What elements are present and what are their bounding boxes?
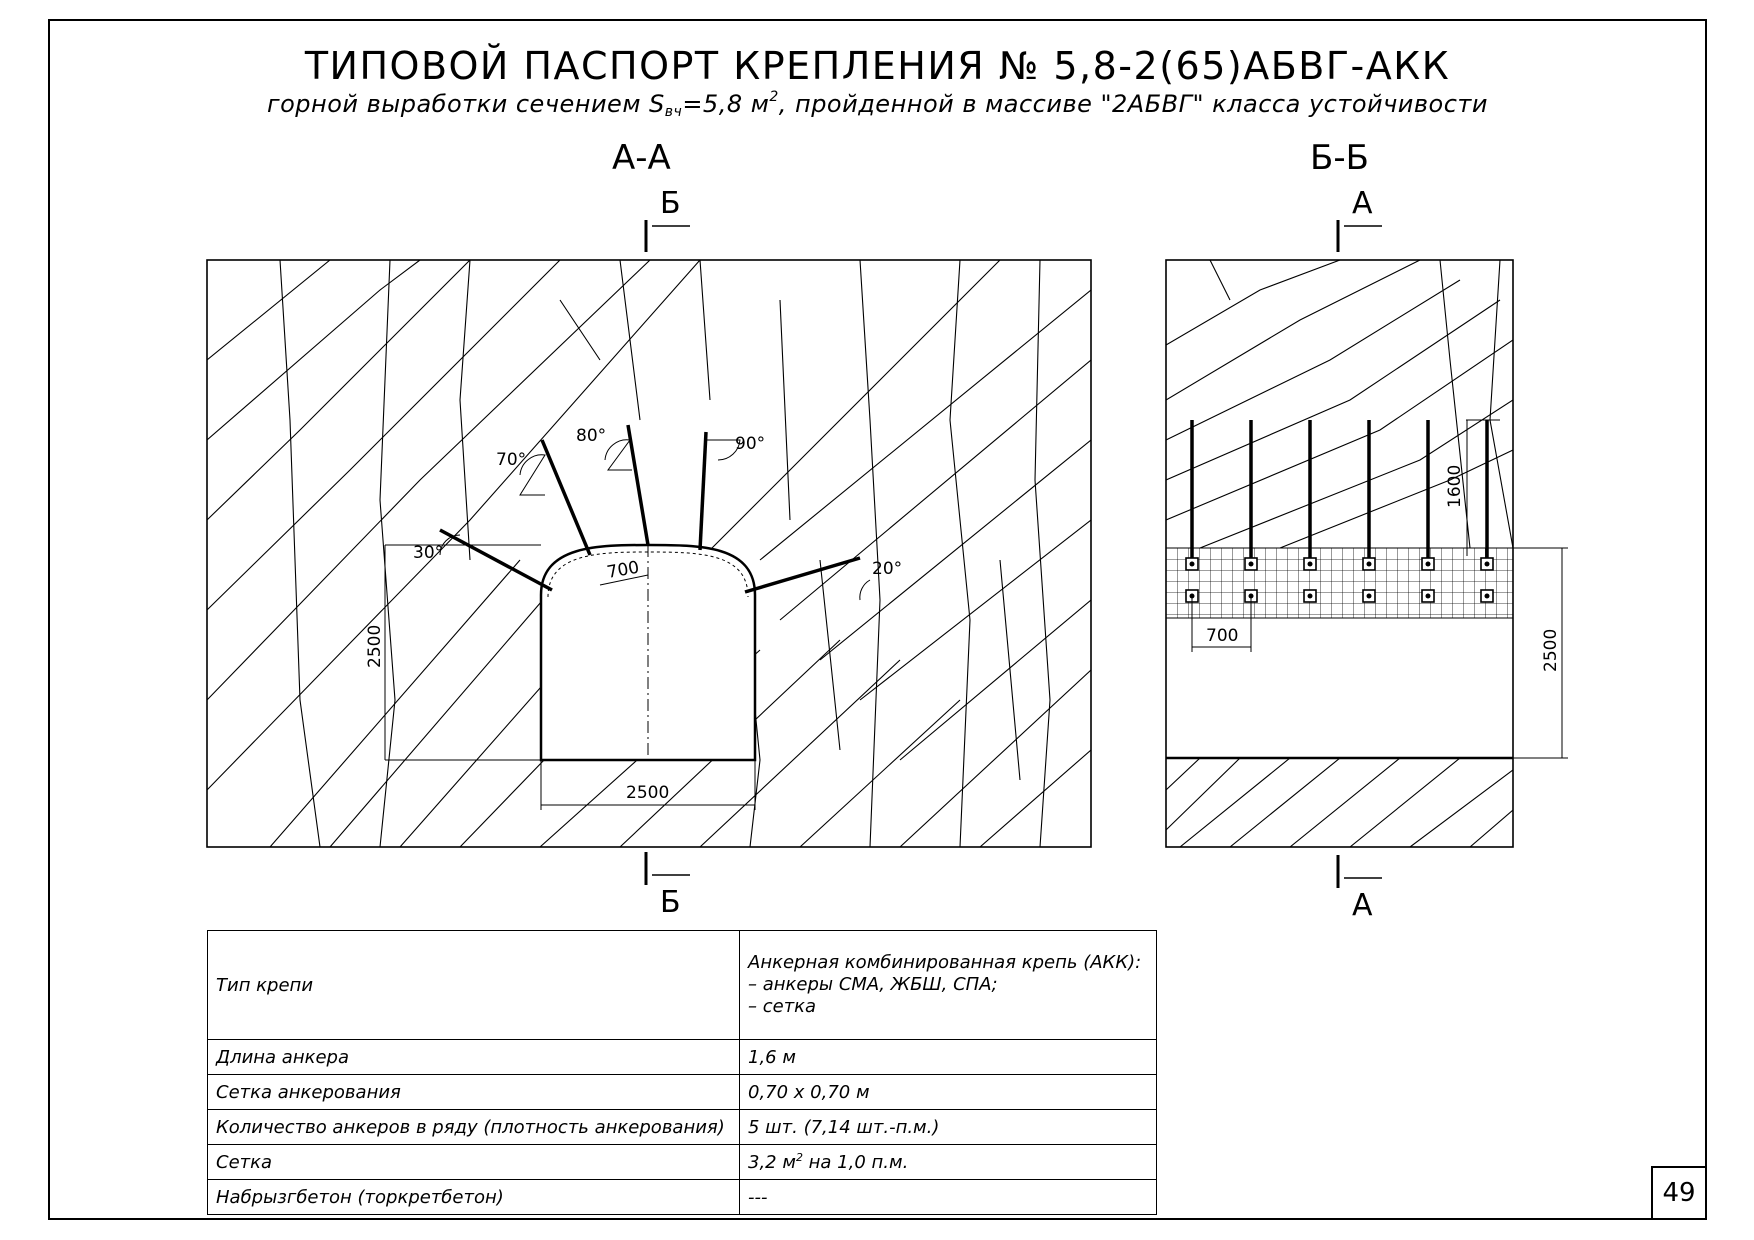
anchor-head: [1484, 561, 1490, 567]
anchor-head: [1189, 561, 1195, 567]
table-row: Тип крепи Анкерная комбинированная крепь…: [207, 930, 1157, 1040]
cut-label-a-top: А: [1352, 186, 1373, 221]
cut-label-a-bottom: А: [1352, 888, 1373, 923]
anchor-head: [1307, 561, 1313, 567]
page-number: 49: [1651, 1166, 1707, 1220]
rock-hatching-bb-bottom: [1166, 758, 1513, 847]
dim-label-2500-bb: 2500: [1541, 629, 1561, 672]
mesh-layer: [1165, 547, 1514, 619]
angle-label-70: 70°: [496, 450, 526, 470]
dim-2500-horizontal-aa: [540, 760, 756, 810]
page-title: ТИПОВОЙ ПАСПОРТ КРЕПЛЕНИЯ № 5,8-2(65)АБВ…: [304, 44, 1451, 88]
subtitle-text-3: , пройденной в массиве "2АБВГ" класса ус…: [778, 90, 1488, 118]
table-row: Сетка анкерования 0,70 х 0,70 м: [207, 1074, 1157, 1110]
table-row: Количество анкеров в ряду (плотность анк…: [207, 1109, 1157, 1145]
row-label: Сетка анкерования: [207, 1074, 740, 1110]
type-line-3: – сетка: [748, 996, 817, 1017]
row-value: 1,6 м: [739, 1039, 1157, 1075]
drawing-frame: [48, 19, 1707, 1220]
table-row: Длина анкера 1,6 м: [207, 1039, 1157, 1075]
row-value: 0,70 х 0,70 м: [739, 1074, 1157, 1110]
section-aa: 70° 80° 90° 30° 20° 700 2500 2500: [206, 186, 1092, 920]
subtitle-text-1: горной выработки сечением S: [267, 90, 665, 118]
section-bb-title: Б-Б: [1310, 138, 1369, 178]
specification-table: Тип крепи Анкерная комбинированная крепь…: [207, 930, 1157, 1215]
subtitle-subscript: вч: [664, 104, 683, 120]
subtitle-text-2: =5,8 м: [682, 90, 770, 118]
dim-2500-vertical-aa: [384, 544, 541, 761]
page-subtitle: горной выработки сечением Sвч=5,8 м2, пр…: [48, 90, 1707, 120]
dim-label-1600: 1600: [1445, 465, 1465, 508]
dim-1600: [1466, 419, 1500, 556]
anchor-head: [1484, 593, 1490, 599]
section-bb: 1600 700 2500 А А: [1165, 186, 1568, 923]
row-value: 3,2 м2 на 1,0 п.м.: [739, 1144, 1157, 1180]
table-row: Сетка 3,2 м2 на 1,0 п.м.: [207, 1144, 1157, 1180]
dim-700-bb: [1191, 598, 1252, 652]
row-value: Анкерная комбинированная крепь (АКК): – …: [739, 930, 1157, 1040]
anchor-head: [1425, 561, 1431, 567]
angle-label-90: 90°: [735, 434, 765, 454]
type-line-1: Анкерная комбинированная крепь (АКК):: [748, 952, 1142, 973]
anchor-head: [1189, 593, 1195, 599]
cut-arrows-a: [1344, 225, 1382, 879]
anchor-head: [1366, 561, 1372, 567]
anchor-head: [1248, 561, 1254, 567]
row-label: Длина анкера: [207, 1039, 740, 1075]
anchor-head: [1366, 593, 1372, 599]
row-label: Тип крепи: [207, 930, 740, 1040]
row-label: Количество анкеров в ряду (плотность анк…: [207, 1109, 740, 1145]
subtitle-superscript: 2: [769, 89, 779, 105]
dim-label-2500-horizontal-aa: 2500: [626, 783, 669, 803]
type-line-2: – анкеры СМА, ЖБШ, СПА;: [748, 974, 998, 995]
angle-label-30: 30°: [413, 543, 443, 563]
mesh-area-unit: на 1,0 п.м.: [802, 1152, 909, 1173]
anchor-head: [1307, 593, 1313, 599]
dim-2500-bb: [1513, 547, 1568, 759]
row-value: ---: [739, 1179, 1157, 1215]
dim-line-700-aa: [599, 574, 649, 586]
mesh-area-sup: 2: [795, 1151, 803, 1164]
anchor-head: [1425, 593, 1431, 599]
cut-label-b-top: Б: [660, 186, 681, 221]
row-label: Сетка: [207, 1144, 740, 1180]
angle-marks: [439, 439, 871, 601]
section-aa-title: А-А: [612, 138, 671, 178]
dim-label-700-bb: 700: [1206, 626, 1238, 646]
anchor-20: [744, 556, 861, 594]
cut-arrows-b: [652, 225, 690, 876]
dim-label-2500-vertical-aa: 2500: [365, 625, 385, 668]
cut-label-b-bottom: Б: [660, 885, 681, 920]
angle-label-80: 80°: [576, 426, 606, 446]
mesh-area-value: 3,2 м: [748, 1152, 796, 1173]
anchor-head: [1248, 593, 1254, 599]
section-aa-border: [206, 259, 1092, 848]
row-value: 5 шт. (7,14 шт.-п.м.): [739, 1109, 1157, 1145]
anchors-bb: [1185, 420, 1494, 603]
anchor-30: [439, 528, 553, 592]
angle-label-20: 20°: [872, 559, 902, 579]
row-label: Набрызгбетон (торкретбетон): [207, 1179, 740, 1215]
anchor-80: [626, 424, 650, 546]
anchor-70: [540, 439, 592, 556]
table-row: Набрызгбетон (торкретбетон) ---: [207, 1179, 1157, 1215]
